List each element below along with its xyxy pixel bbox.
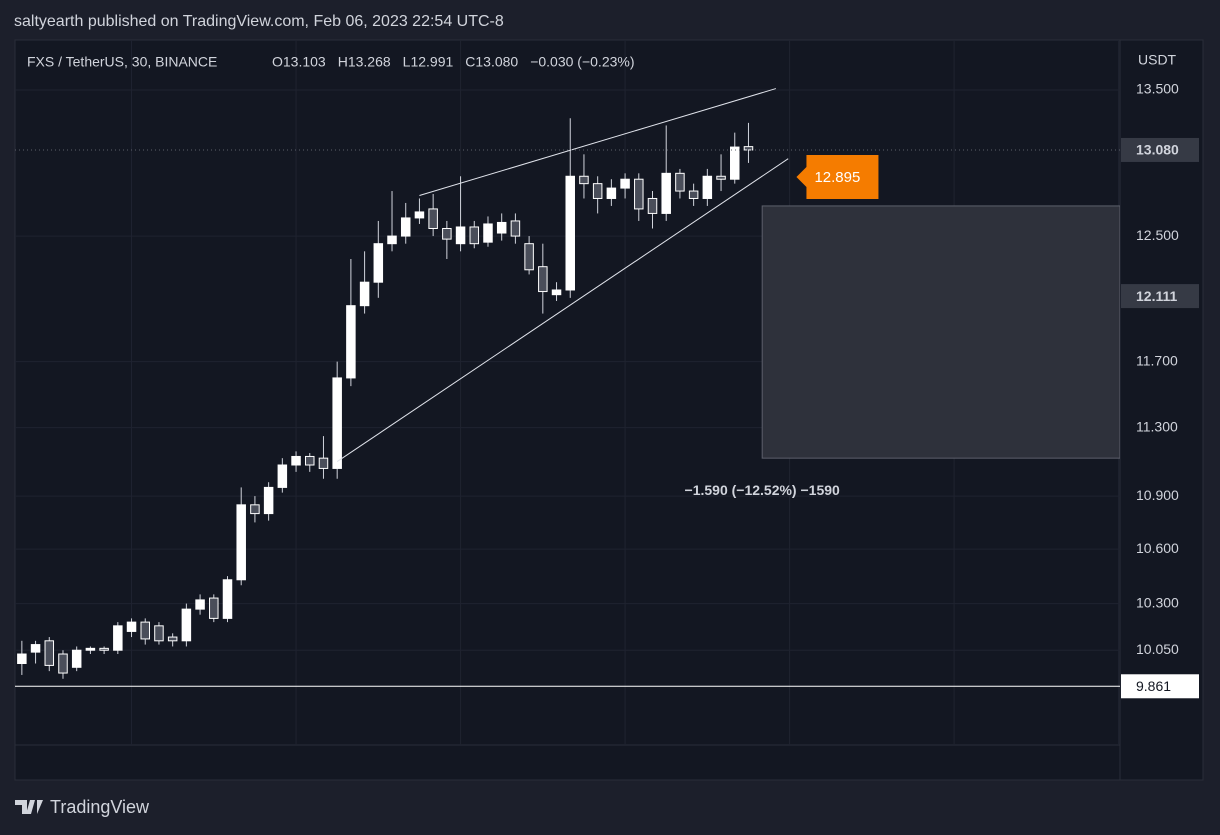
ohlc-label: L12.991 <box>403 54 454 70</box>
y-tick-label: 13.500 <box>1136 81 1179 97</box>
ohlc-label: −0.030 (−0.23%) <box>530 54 634 70</box>
trendline <box>336 158 789 462</box>
candle-body <box>113 625 123 651</box>
candle-body <box>661 172 671 214</box>
candle-body <box>99 647 109 651</box>
candle-body <box>250 504 260 515</box>
brand: TradingView <box>50 797 150 817</box>
candle-body <box>85 647 96 651</box>
price-label-box <box>1121 137 1199 162</box>
candle-body <box>167 636 178 642</box>
candle-body <box>291 455 301 466</box>
price-label-box <box>1121 674 1199 699</box>
header: saltyearth published on TradingView.com,… <box>14 13 504 30</box>
candle-body <box>71 649 82 668</box>
ohlc-label: H13.268 <box>338 54 391 70</box>
y-tick-label: 11.300 <box>1136 418 1178 434</box>
currency: USDT <box>1138 52 1177 68</box>
candle-body <box>17 653 27 665</box>
ohlc-label: C13.080 <box>465 54 518 70</box>
candle-body <box>154 625 164 642</box>
candle-body <box>647 197 658 214</box>
y-tick-label: 11.700 <box>1136 352 1178 368</box>
candle-body <box>496 221 507 234</box>
ohlc-label: O13.103 <box>272 54 326 70</box>
candle-body <box>332 377 342 469</box>
candle-body <box>702 175 713 199</box>
logo-icon <box>15 800 43 814</box>
y-tick-label: 10.600 <box>1136 540 1179 556</box>
candle-body <box>716 175 726 180</box>
price-label: 13.080 <box>1136 142 1179 158</box>
candle-body <box>592 183 603 199</box>
candle-body <box>743 146 754 151</box>
overlay: 9.861 13.080 12.111 12.895 <box>796 137 1199 699</box>
y-tick-label: 10.300 <box>1136 594 1179 610</box>
candle-body <box>606 187 617 199</box>
trendline <box>419 88 777 196</box>
y-tick-label: 10.900 <box>1136 487 1179 503</box>
range-box <box>761 205 1120 459</box>
candle-body <box>524 243 534 271</box>
candle-body <box>442 227 452 240</box>
candle-body <box>318 457 329 469</box>
symbol: FXS / TetherUS, 30, BINANCE <box>27 54 217 70</box>
candle-body <box>305 455 315 466</box>
candle-body <box>58 653 68 674</box>
candle-body <box>469 226 480 245</box>
candle-body <box>209 597 219 619</box>
candle-body <box>387 235 397 245</box>
price-label-box <box>1121 284 1199 309</box>
price-label: 9.861 <box>1136 678 1171 694</box>
candle-body <box>483 223 493 243</box>
callout-box <box>796 155 879 200</box>
candle-body <box>675 172 685 192</box>
candle-body <box>634 178 644 210</box>
price-label: 12.111 <box>1136 288 1177 304</box>
candle-body <box>688 190 699 199</box>
candle-body <box>236 504 246 581</box>
range-label: −1.590 (−12.52%) −1590 <box>685 482 841 498</box>
callout-label: 12.895 <box>814 169 860 186</box>
y-tick-label: 12.500 <box>1136 227 1179 243</box>
candle-body <box>579 175 589 185</box>
candle-body <box>277 464 288 488</box>
candle-body <box>455 226 466 245</box>
y-tick-label: 10.050 <box>1136 641 1179 657</box>
candle-body <box>126 621 137 632</box>
candle-body <box>565 175 575 291</box>
candle-body <box>400 217 411 237</box>
candle-body <box>346 305 356 379</box>
candle-body <box>620 178 630 189</box>
candle-body <box>373 243 384 283</box>
candle-body <box>30 644 41 653</box>
candle-body <box>428 208 438 229</box>
candle-body <box>181 608 192 642</box>
candle-body <box>414 211 425 219</box>
candle-body <box>730 146 740 180</box>
candle-body <box>551 289 562 296</box>
candle-body <box>44 640 55 666</box>
candle-body <box>140 621 150 640</box>
candle-body <box>359 281 370 307</box>
candle-body <box>510 220 521 237</box>
candle-body <box>222 579 233 619</box>
candle-body <box>263 486 274 515</box>
logo: TradingView <box>15 797 150 817</box>
candle-body <box>538 266 548 293</box>
candle-body <box>195 599 205 610</box>
